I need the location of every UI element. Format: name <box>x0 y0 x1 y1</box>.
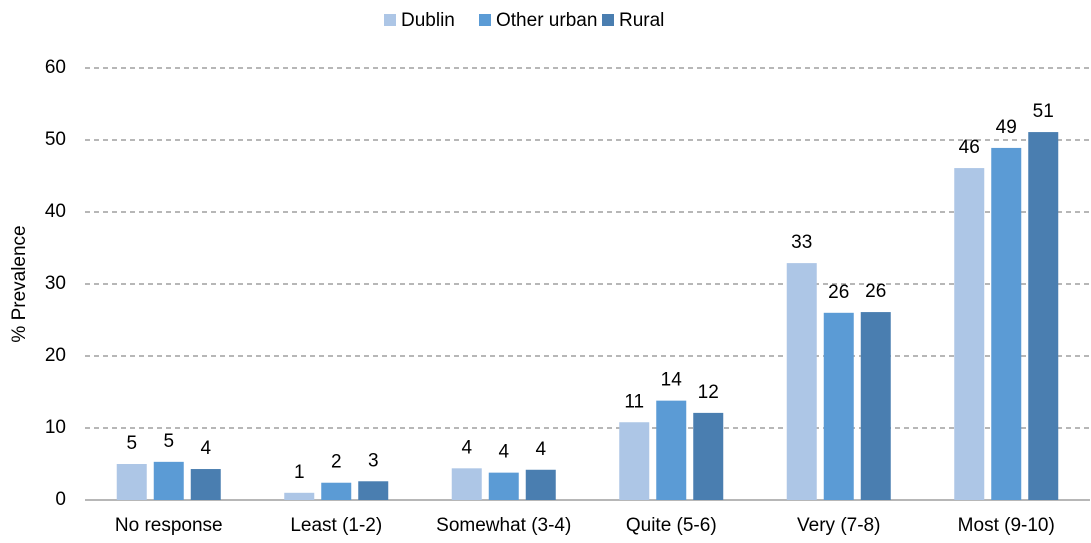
y-tick-label: 50 <box>45 129 66 150</box>
data-label: 4 <box>535 439 546 460</box>
data-label: 4 <box>461 437 472 458</box>
bar <box>358 481 389 500</box>
legend-label: Dublin <box>401 10 455 31</box>
y-tick-label: 30 <box>45 273 66 294</box>
y-tick-label: 10 <box>45 417 66 438</box>
y-tick-label: 20 <box>45 345 66 366</box>
bar <box>525 469 556 500</box>
y-axis-label: % Prevalence <box>9 225 30 342</box>
x-tick-label: No response <box>115 515 223 536</box>
bar <box>954 168 985 500</box>
data-label: 1 <box>294 462 305 483</box>
data-label: 4 <box>498 442 509 463</box>
bar <box>116 464 147 500</box>
bar <box>1028 132 1059 500</box>
legend-swatch <box>479 14 491 26</box>
data-label: 26 <box>828 282 849 303</box>
legend-swatch <box>602 14 614 26</box>
data-label: 3 <box>368 450 379 471</box>
data-label: 11 <box>624 391 644 412</box>
bar <box>190 469 221 500</box>
data-label: 5 <box>163 431 174 452</box>
x-tick-label: Quite (5-6) <box>626 515 717 536</box>
bar <box>823 312 854 500</box>
bar <box>991 147 1022 501</box>
x-tick-label: Very (7-8) <box>797 515 880 536</box>
data-label: 46 <box>959 137 980 158</box>
bar <box>488 472 519 500</box>
legend-swatch <box>384 14 396 26</box>
y-tick-label: 0 <box>55 489 66 510</box>
bar <box>321 482 352 500</box>
data-label: 33 <box>791 232 812 253</box>
data-label: 14 <box>661 370 683 391</box>
bar <box>860 312 891 500</box>
bar <box>619 422 650 500</box>
bar <box>656 400 687 500</box>
legend-label: Rural <box>619 10 664 31</box>
bar <box>786 263 817 500</box>
x-tick-label: Most (9-10) <box>958 515 1055 536</box>
bar <box>153 461 184 500</box>
x-tick-label: Least (1-2) <box>290 515 382 536</box>
y-tick-label: 40 <box>45 201 66 222</box>
data-label: 4 <box>200 438 211 459</box>
data-label: 2 <box>331 452 342 473</box>
y-tick-label: 60 <box>45 57 66 78</box>
data-label: 5 <box>126 433 137 454</box>
bar <box>284 492 315 500</box>
data-label: 51 <box>1033 101 1054 122</box>
data-label: 26 <box>865 281 886 302</box>
bar <box>451 468 482 500</box>
bar <box>693 412 724 500</box>
data-label: 12 <box>698 382 719 403</box>
x-tick-label: Somewhat (3-4) <box>436 515 571 536</box>
data-label: 49 <box>996 117 1017 138</box>
legend-label: Other urban <box>496 10 597 31</box>
